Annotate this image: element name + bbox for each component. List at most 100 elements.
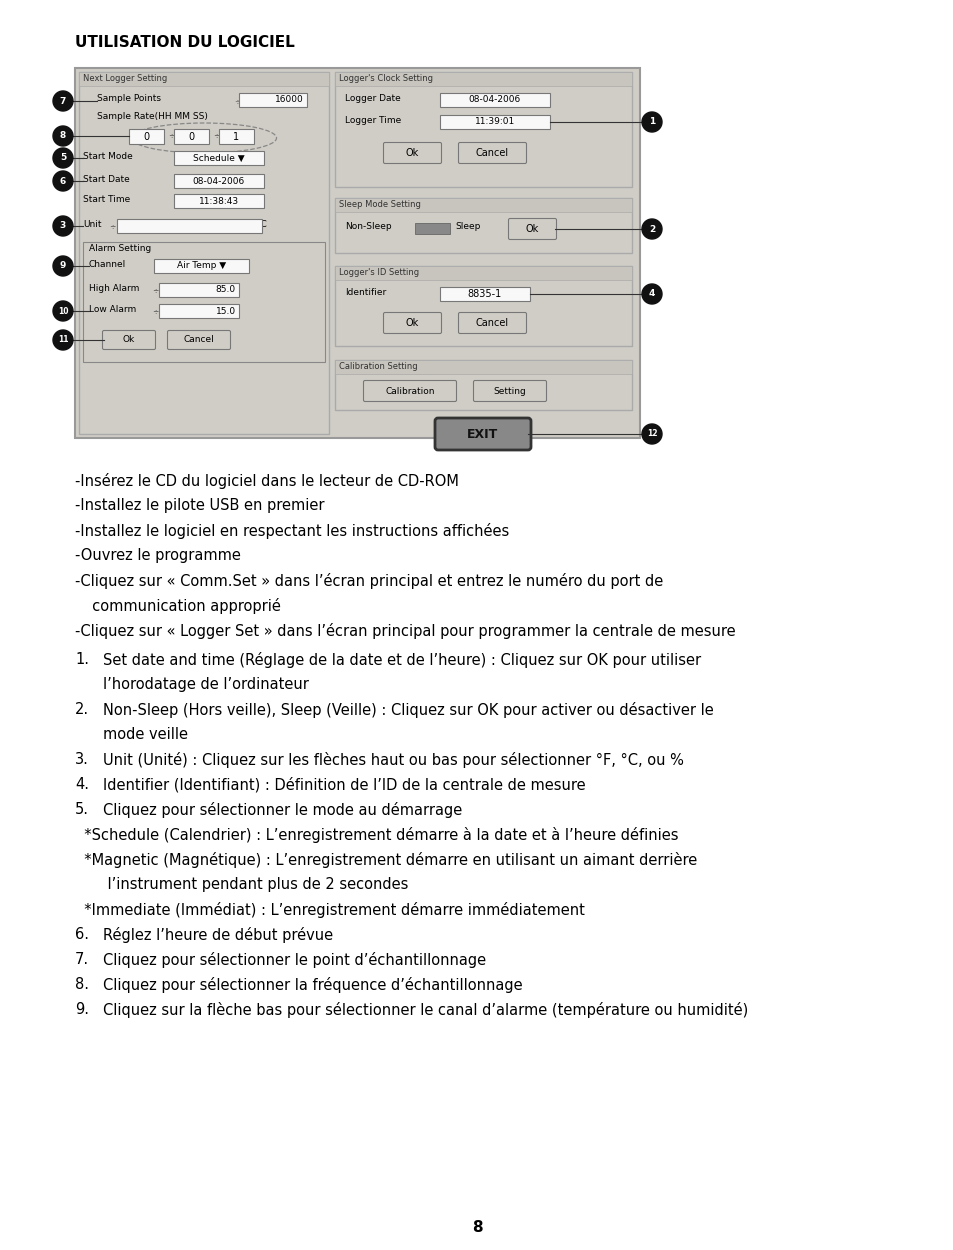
Text: 6.: 6. xyxy=(75,928,89,942)
Text: 85.0: 85.0 xyxy=(215,285,235,295)
Bar xyxy=(439,288,530,301)
Text: Channel: Channel xyxy=(89,260,126,269)
Bar xyxy=(79,72,329,434)
Text: Logger's Clock Setting: Logger's Clock Setting xyxy=(338,74,433,82)
Text: Sample Points: Sample Points xyxy=(97,94,161,102)
Text: 11:38:43: 11:38:43 xyxy=(199,196,239,205)
Text: Réglez l’heure de début prévue: Réglez l’heure de début prévue xyxy=(103,928,333,942)
Circle shape xyxy=(53,256,73,276)
Circle shape xyxy=(53,171,73,191)
Bar xyxy=(335,198,631,252)
Text: -Ouvrez le programme: -Ouvrez le programme xyxy=(75,548,240,562)
Text: Calibration: Calibration xyxy=(385,386,435,395)
Circle shape xyxy=(641,284,661,304)
Bar xyxy=(159,304,239,318)
Text: ÷: ÷ xyxy=(233,98,239,104)
Text: Cancel: Cancel xyxy=(476,148,509,158)
Text: *Schedule (Calendrier) : L’enregistrement démarre à la date et à l’heure définie: *Schedule (Calendrier) : L’enregistremen… xyxy=(75,828,678,842)
Text: Logger Date: Logger Date xyxy=(345,94,400,102)
Circle shape xyxy=(53,148,73,168)
Text: Ok: Ok xyxy=(405,148,418,158)
Text: Next Logger Setting: Next Logger Setting xyxy=(83,74,167,82)
Text: Start Mode: Start Mode xyxy=(83,152,132,161)
Text: Unit: Unit xyxy=(83,220,101,229)
Text: 4: 4 xyxy=(648,290,655,299)
Circle shape xyxy=(641,219,661,239)
Text: 5.: 5. xyxy=(75,802,89,818)
Bar xyxy=(335,360,631,410)
Text: Cancel: Cancel xyxy=(183,335,214,345)
Circle shape xyxy=(53,301,73,321)
Text: Sleep Mode Setting: Sleep Mode Setting xyxy=(338,200,420,209)
Bar xyxy=(335,266,631,280)
Text: communication approprié: communication approprié xyxy=(83,598,280,614)
Text: 16000: 16000 xyxy=(275,95,304,105)
Bar xyxy=(129,129,164,144)
Text: Set date and time (Réglage de la date et de l’heure) : Cliquez sur OK pour utili: Set date and time (Réglage de la date et… xyxy=(103,652,700,668)
FancyBboxPatch shape xyxy=(383,142,441,164)
Bar xyxy=(415,222,450,234)
Bar xyxy=(239,92,307,108)
Text: Ok: Ok xyxy=(525,224,538,234)
Text: Sample Rate(HH MM SS): Sample Rate(HH MM SS) xyxy=(97,112,208,121)
Bar xyxy=(153,259,249,272)
Text: 11:39:01: 11:39:01 xyxy=(475,118,515,126)
FancyBboxPatch shape xyxy=(383,312,441,334)
Text: 0: 0 xyxy=(143,131,150,141)
FancyBboxPatch shape xyxy=(435,418,531,450)
Text: Setting: Setting xyxy=(493,386,526,395)
FancyBboxPatch shape xyxy=(458,312,526,334)
Text: Cliquez pour sélectionner la fréquence d’échantillonnage: Cliquez pour sélectionner la fréquence d… xyxy=(103,978,522,992)
Text: -Installez le pilote USB en premier: -Installez le pilote USB en premier xyxy=(75,498,324,512)
Text: Non-Sleep: Non-Sleep xyxy=(345,222,392,231)
FancyBboxPatch shape xyxy=(102,330,155,350)
Text: Non-Sleep (Hors veille), Sleep (Veille) : Cliquez sur OK pour activer ou désacti: Non-Sleep (Hors veille), Sleep (Veille) … xyxy=(103,703,713,718)
Text: 15.0: 15.0 xyxy=(215,306,235,315)
FancyBboxPatch shape xyxy=(473,380,546,401)
Text: Unit (Unité) : Cliquez sur les flèches haut ou bas pour sélectionner °F, °C, ou : Unit (Unité) : Cliquez sur les flèches h… xyxy=(103,752,683,768)
Text: 3: 3 xyxy=(60,221,66,230)
Bar xyxy=(335,72,631,188)
Text: 7: 7 xyxy=(60,96,66,105)
Bar xyxy=(335,266,631,346)
Text: 5: 5 xyxy=(60,154,66,162)
Text: Identifier: Identifier xyxy=(345,288,386,298)
Bar xyxy=(173,129,209,144)
Text: 6: 6 xyxy=(60,176,66,185)
Text: 7.: 7. xyxy=(75,952,89,968)
Bar xyxy=(79,72,329,86)
Text: 08-04-2006: 08-04-2006 xyxy=(193,176,245,185)
Bar xyxy=(159,282,239,298)
Text: ÷: ÷ xyxy=(152,286,158,295)
Text: Low Alarm: Low Alarm xyxy=(89,305,136,314)
Bar xyxy=(335,72,631,86)
Text: UTILISATION DU LOGICIEL: UTILISATION DU LOGICIEL xyxy=(75,35,294,50)
Text: Cliquez pour sélectionner le point d’échantillonnage: Cliquez pour sélectionner le point d’éch… xyxy=(103,952,486,968)
Text: *Magnetic (Magnétique) : L’enregistrement démarre en utilisant un aimant derrièr: *Magnetic (Magnétique) : L’enregistremen… xyxy=(75,853,697,868)
Circle shape xyxy=(53,216,73,236)
Text: Alarm Setting: Alarm Setting xyxy=(89,244,152,252)
Text: -Cliquez sur « Logger Set » dans l’écran principal pour programmer la centrale d: -Cliquez sur « Logger Set » dans l’écran… xyxy=(75,622,735,639)
Text: 12: 12 xyxy=(646,430,657,439)
Text: Cliquez sur la flèche bas pour sélectionner le canal d’alarme (température ou hu: Cliquez sur la flèche bas pour sélection… xyxy=(103,1003,747,1018)
FancyBboxPatch shape xyxy=(168,330,231,350)
Text: High Alarm: High Alarm xyxy=(89,284,139,292)
Circle shape xyxy=(53,330,73,350)
Text: 10: 10 xyxy=(58,306,69,315)
Text: 08-04-2006: 08-04-2006 xyxy=(468,95,520,105)
Bar xyxy=(173,151,264,165)
Bar xyxy=(439,115,550,129)
Text: l’horodatage de l’ordinateur: l’horodatage de l’ordinateur xyxy=(103,678,309,692)
Text: 4.: 4. xyxy=(75,778,89,792)
Text: 8: 8 xyxy=(471,1220,482,1235)
Text: Start Date: Start Date xyxy=(83,175,130,184)
Text: Sleep: Sleep xyxy=(455,222,480,231)
Text: Cancel: Cancel xyxy=(476,318,509,328)
FancyBboxPatch shape xyxy=(508,219,556,240)
Text: Identifier (Identifiant) : Définition de l’ID de la centrale de mesure: Identifier (Identifiant) : Définition de… xyxy=(103,778,585,792)
Text: -Installez le logiciel en respectant les instructions affichées: -Installez le logiciel en respectant les… xyxy=(75,522,509,539)
Text: 9.: 9. xyxy=(75,1003,89,1018)
Text: ÷: ÷ xyxy=(168,131,174,140)
Text: EXIT: EXIT xyxy=(467,428,498,440)
Bar xyxy=(439,92,550,108)
